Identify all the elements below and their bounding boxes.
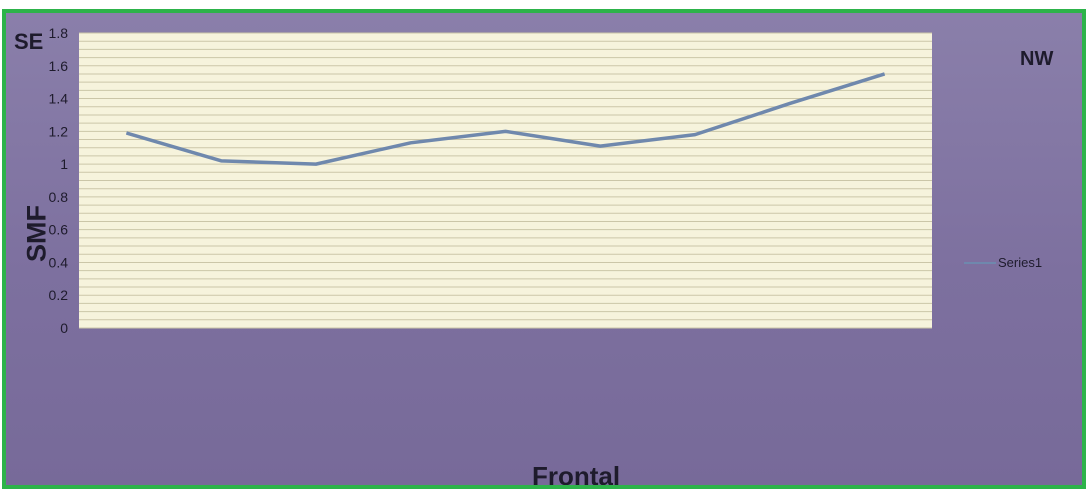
y-tick-label: 1: [60, 156, 68, 172]
corner-label-se: SE: [14, 29, 43, 55]
y-tick-labels: 00.20.40.60.811.21.41.61.8: [49, 25, 69, 336]
y-tick-label: 1.8: [49, 25, 69, 41]
corner-label-nw: NW: [1020, 48, 1053, 71]
y-tick-label: 1.4: [49, 91, 69, 107]
chart-svg: 00.20.40.60.811.21.41.61.8: [6, 13, 1082, 485]
legend-label: Series1: [998, 255, 1042, 270]
legend: Series1: [964, 255, 1042, 270]
y-tick-label: 0: [60, 320, 68, 336]
legend-swatch: [964, 262, 996, 264]
y-tick-label: 1.6: [49, 58, 69, 74]
y-tick-label: 0.2: [49, 287, 69, 303]
y-tick-label: 1.2: [49, 123, 69, 139]
y-tick-label: 0.8: [49, 189, 69, 205]
y-axis-label: SMF: [22, 205, 53, 263]
